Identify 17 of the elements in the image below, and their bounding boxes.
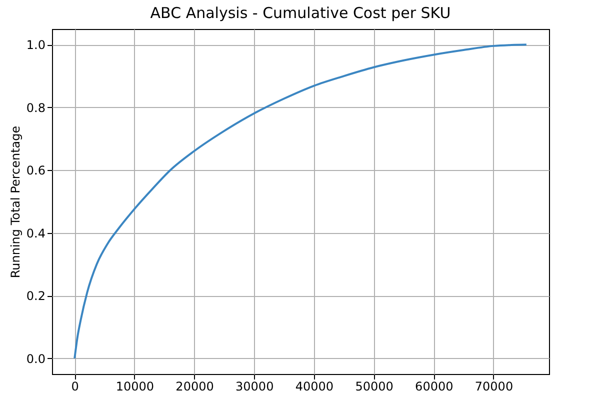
x-tick-label: 20000 (176, 380, 214, 394)
x-tick-label: 0 (71, 380, 79, 394)
y-tick-label: 1.0 (26, 38, 46, 52)
y-tick-label: 0.6 (26, 164, 46, 178)
y-axis-title: Running Total Percentage (8, 126, 22, 278)
x-tick-label: 70000 (474, 380, 514, 394)
line-series (74, 44, 528, 360)
x-tick-label: 40000 (295, 380, 334, 394)
y-tick-label: 0.8 (26, 100, 46, 115)
x-tick-label: 10000 (116, 380, 154, 394)
x-tick-label: 30000 (236, 380, 274, 394)
x-tick-label: 60000 (415, 380, 454, 394)
y-tick-label: 0.2 (26, 289, 46, 304)
chart-title: ABC Analysis - Cumulative Cost per SKU (150, 4, 451, 22)
y-tick-label: 0.0 (26, 352, 46, 366)
x-tick-label: 50000 (355, 380, 394, 394)
y-tick-label: 0.4 (26, 226, 46, 240)
